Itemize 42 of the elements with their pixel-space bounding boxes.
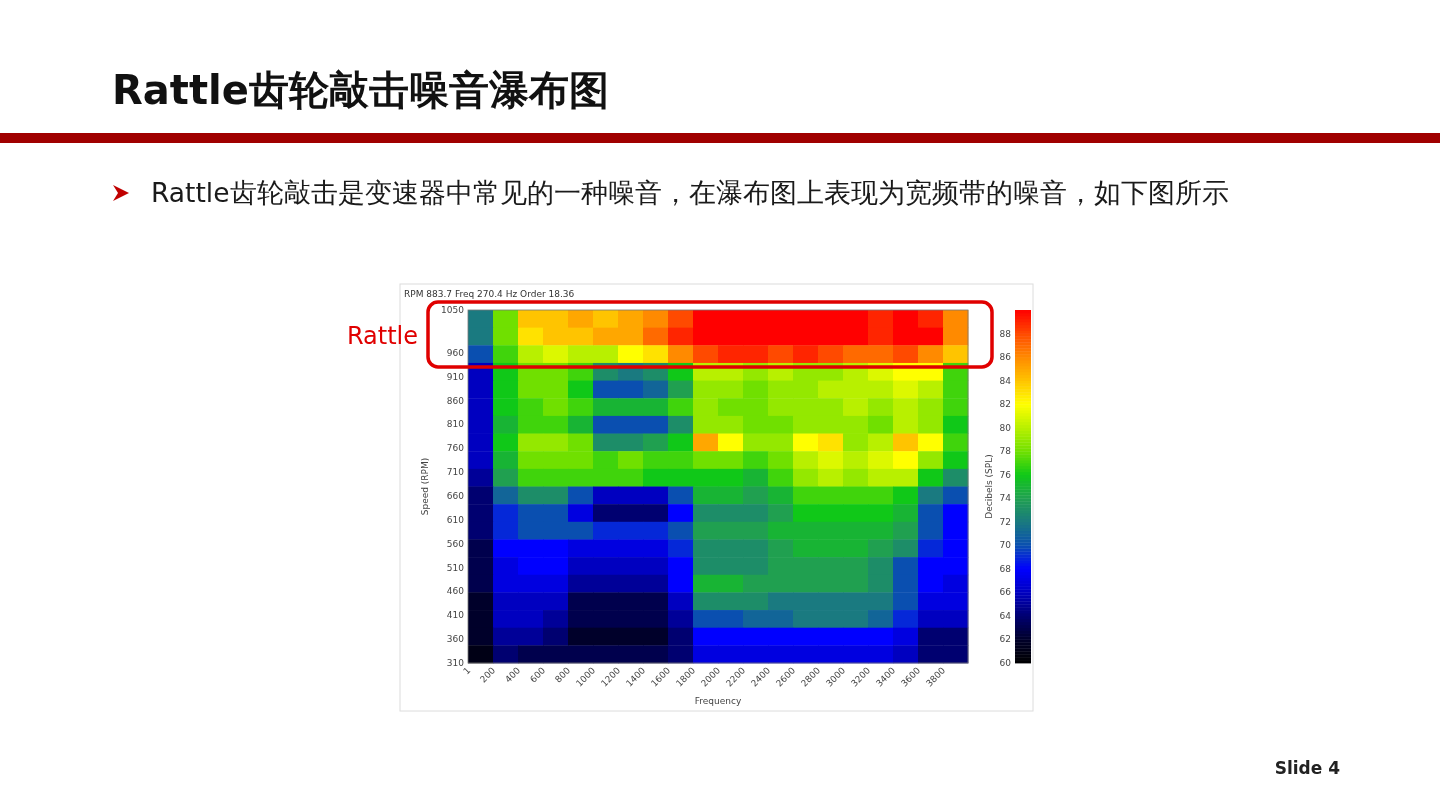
y-tick-label: 460	[446, 586, 465, 597]
color-bar-label: 64	[999, 610, 1012, 621]
y-tick-label: 310	[446, 658, 465, 668]
color-bar-label: 80	[999, 422, 1012, 433]
x-tick-label: 1	[461, 665, 473, 677]
color-bar-label: 60	[999, 658, 1012, 668]
text: Rattle	[346, 322, 418, 350]
y-tick-label: 910	[446, 371, 465, 382]
y-tick-label: 760	[446, 443, 465, 454]
y-axis-title: Speed (RPM)	[420, 457, 430, 516]
color-bar-label: 70	[999, 540, 1012, 551]
color-bar-label: 68	[999, 563, 1012, 574]
text: RPM 883.7 Freq 270.4 Hz Order 18.36	[404, 289, 575, 299]
x-tick-label: 800	[553, 665, 573, 685]
color-bar-label: 84	[999, 375, 1012, 386]
y-tick-label: 710	[446, 467, 465, 478]
color-bar-label: 72	[999, 516, 1011, 527]
color-bar-label: 86	[999, 352, 1012, 363]
y-tick-label: 660	[446, 491, 465, 502]
color-bar-label: 76	[999, 469, 1012, 480]
color-bar-label: 66	[999, 587, 1012, 598]
y-tick-label: 360	[446, 634, 465, 645]
x-tick-label: 600	[528, 665, 548, 685]
y-tick-label: 960	[446, 347, 465, 358]
y-tick-label: 510	[446, 562, 465, 573]
y-tick-label: 560	[446, 538, 465, 549]
color-bar-title: Decibels (SPL)	[984, 454, 994, 519]
color-bar-label: 82	[999, 399, 1011, 410]
x-axis-title: Frequency	[694, 696, 742, 706]
chart-title: Rattle齿轮敲击噪音瀑布图	[112, 67, 609, 113]
color-bar-label: 78	[999, 446, 1012, 457]
color-bar-label: 62	[999, 634, 1011, 645]
y-tick-label: 810	[446, 419, 465, 430]
color-bar-label: 74	[999, 493, 1012, 504]
text: Slide 4	[1274, 758, 1341, 778]
y-tick-label: 410	[446, 610, 465, 621]
y-tick-label: 860	[446, 395, 465, 406]
x-tick-label: 400	[503, 665, 523, 685]
y-tick-label: 610	[446, 514, 465, 525]
y-tick-label: 1050	[441, 305, 465, 315]
chart-subtitle: Rattle齿轮敲击是变速器中常见的一种噪音，在瀑布图上表现为宽频带的噪音，如下图所示	[151, 177, 1229, 208]
color-bar-label: 88	[999, 328, 1012, 339]
